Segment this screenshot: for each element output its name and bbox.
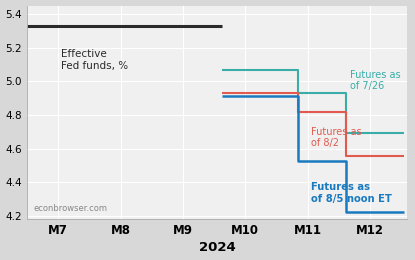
Text: Effective
Fed funds, %: Effective Fed funds, %	[61, 49, 129, 71]
Text: Futures as
of 8/2: Futures as of 8/2	[311, 127, 361, 148]
Text: econbrowser.com: econbrowser.com	[33, 204, 107, 213]
Text: Futures as
of 8/5 noon ET: Futures as of 8/5 noon ET	[311, 182, 392, 204]
X-axis label: 2024: 2024	[199, 242, 236, 255]
Text: Futures as
of 7/26: Futures as of 7/26	[350, 69, 400, 91]
